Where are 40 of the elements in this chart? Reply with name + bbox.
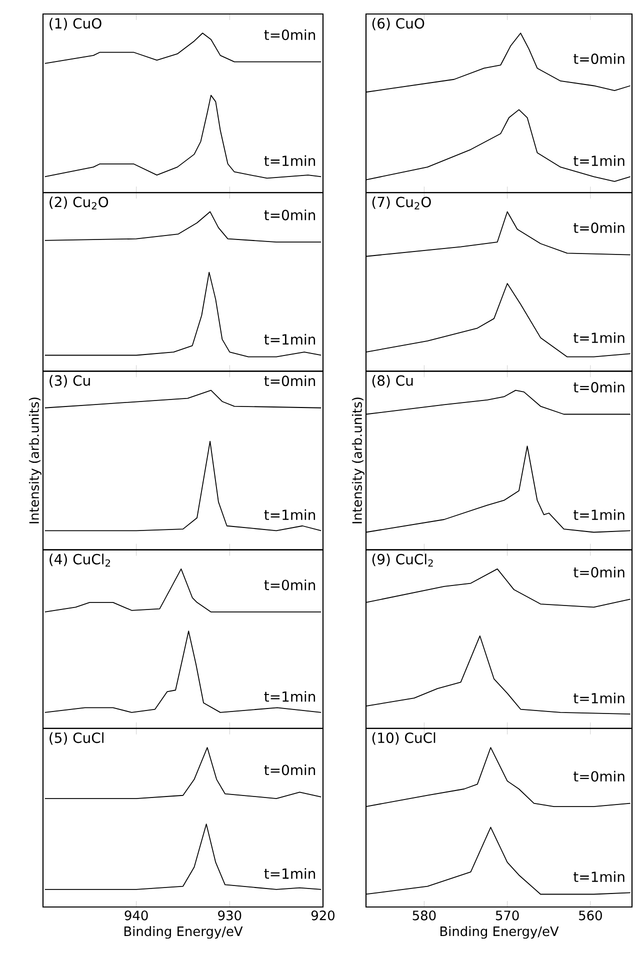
series-label: t=1min [264,509,316,520]
series-label: t=1min [574,332,624,343]
x-axis-title: Binding Energy/eV [440,926,559,939]
chart-title: (2) Cu$_{2}$O [50,196,108,210]
series-label: t=1min [264,155,316,166]
x-tick-label: 920 [311,910,334,920]
x-tick-label: 570 [496,910,519,920]
chart-title: (6) CuO [372,18,424,30]
series-label: t=1min [264,334,316,344]
chart-title: (7) Cu$_{2}$O [372,196,431,210]
chart-title: (10) CuCl [372,732,436,745]
series-label: t=0min [264,210,316,220]
series-label: t=1min [264,868,316,879]
series-label: t=0min [264,29,316,40]
x-tick-label: 580 [412,910,436,920]
y-axis-title: Intensity (arb.units) [28,398,42,524]
x-axis-title: Binding Energy/eV [124,926,243,939]
series-label: t=1min [574,155,624,166]
chart-title: (4) CuCl$_{2}$ [50,554,110,567]
series-label: t=0min [574,382,624,393]
series-label: t=1min [574,692,624,704]
series-label: t=0min [264,579,316,590]
series-label: t=0min [264,764,316,776]
chart-title: (1) CuO [50,18,102,30]
series-label: t=0min [574,566,624,578]
series-label: t=1min [264,691,316,702]
x-tick-label: 930 [218,910,242,920]
y-axis-title: Intensity (arb.units) [352,398,364,524]
series-label: t=0min [574,53,624,64]
chart-title: (8) Cu [372,375,413,388]
series-label: t=0min [264,375,316,386]
chart-title: (5) CuCl [50,732,104,745]
x-tick-label: 940 [124,910,148,920]
x-tick-label: 560 [579,910,602,920]
series-label: t=0min [574,222,624,234]
series-label: t=0min [574,770,624,782]
series-label: t=1min [574,509,624,520]
chart-title: (3) Cu [50,375,90,388]
chart-title: (9) CuCl$_{2}$ [372,554,433,567]
series-label: t=1min [574,871,624,882]
